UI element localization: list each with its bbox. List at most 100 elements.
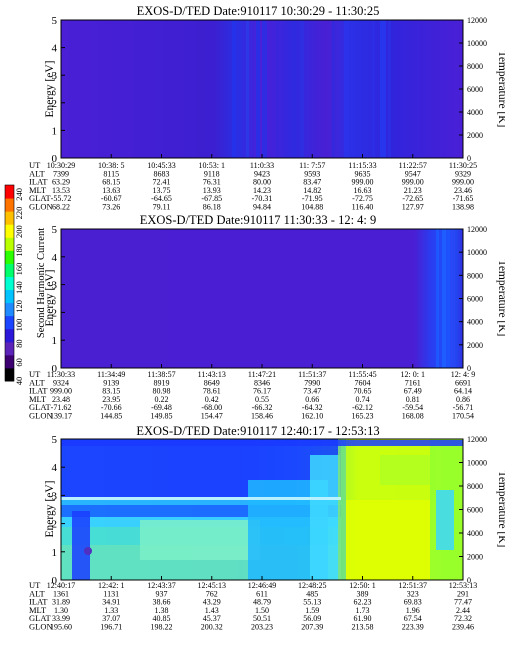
- left-tick-label: 2: [52, 519, 58, 531]
- colorbar-tick-label: 140: [14, 281, 24, 294]
- orbit-cell: 138.98: [452, 203, 474, 212]
- orbit-cell: 158.46: [251, 412, 273, 421]
- orbit-cell: 7161: [405, 378, 421, 387]
- left-tick-label: 0: [52, 363, 58, 375]
- colorbar-ticks: 40 60 80 100 120 140 160 180 200 220 240: [14, 188, 24, 385]
- orbit-cell: 1.59: [305, 606, 319, 615]
- left-tick-label: 2: [52, 307, 58, 319]
- streak: [332, 20, 335, 158]
- orbit-cell: 14.23: [253, 186, 271, 195]
- orbit-cell: -60.67: [101, 194, 122, 203]
- orbit-cell: 389: [357, 589, 369, 598]
- structure-block: [61, 497, 341, 505]
- orbit-cell: 611: [256, 589, 268, 598]
- orbit-cell: 78.61: [203, 387, 221, 396]
- orbit-cell: 68.15: [102, 178, 120, 187]
- orbit-cell: 45.37: [203, 614, 221, 623]
- orbit-row-label: GLAT: [29, 613, 52, 623]
- panel-3: EXOS-D/TED Date:910117 12:40:17 - 12:53:…: [29, 424, 505, 632]
- panel-2-title: EXOS-D/TED Date:910117 11:30:33 - 12: 4:…: [140, 213, 377, 227]
- orbit-cell: 9423: [254, 169, 270, 178]
- orbit-cell: 291: [457, 589, 469, 598]
- left-tick-label: 4: [52, 43, 58, 55]
- streak: [380, 20, 386, 158]
- orbit-cell: 9139: [103, 378, 119, 387]
- left-tick-label: 5: [52, 224, 58, 236]
- orbit-cell: 139.17: [50, 412, 72, 421]
- orbit-cell: 223.39: [402, 623, 424, 632]
- streak: [300, 20, 304, 158]
- orbit-cell: 76.17: [253, 387, 271, 396]
- orbit-cell: 8683: [154, 169, 170, 178]
- right-tick-label: 0: [467, 364, 471, 373]
- colorbar-swatch: [5, 211, 14, 225]
- orbit-cell: 11:30:25: [449, 161, 477, 170]
- panel-3-structures: [61, 439, 463, 580]
- colorbar-label: Second Harmonic Current: [36, 228, 47, 338]
- orbit-cell: 80.98: [153, 387, 171, 396]
- orbit-cell: 62.23: [354, 598, 372, 607]
- colorbar-tick-label: 120: [14, 300, 24, 313]
- orbit-cell: 1.50: [255, 606, 269, 615]
- right-tick-label: 10000: [467, 459, 487, 468]
- orbit-cell: 21.23: [404, 186, 422, 195]
- orbit-cell: 11: 7:57: [299, 161, 325, 170]
- orbit-cell: 11:43:13: [198, 370, 226, 379]
- colorbar-swatch: [5, 250, 14, 264]
- orbit-row-label: UT: [29, 369, 41, 379]
- orbit-cell: 104.88: [301, 203, 323, 212]
- colorbar-tick-label: 240: [14, 188, 24, 201]
- structure-spot: [84, 547, 92, 555]
- streak: [450, 229, 455, 368]
- orbit-row-label: ALT: [29, 168, 46, 178]
- colorbar-swatch: [5, 367, 14, 382]
- structure-line: [61, 497, 341, 500]
- orbit-cell: 61.90: [354, 614, 372, 623]
- orbit-cell: 0.74: [356, 395, 370, 404]
- orbit-row-label: GLAT: [29, 402, 52, 412]
- orbit-cell: 63.29: [52, 178, 70, 187]
- panel-1-right-axis: 0 2000 4000 6000 8000 10000 12000: [459, 16, 487, 163]
- orbit-cell: 11:34:49: [97, 370, 125, 379]
- right-tick-label: 12000: [467, 225, 487, 234]
- orbit-cell: 10:53: 1: [199, 161, 225, 170]
- panel-1-ylabel-right: Temperature [K]: [496, 51, 505, 128]
- orbit-cell: 1.96: [406, 606, 420, 615]
- orbit-cell: 0.22: [155, 395, 169, 404]
- orbit-cell: 0.81: [406, 395, 420, 404]
- orbit-cell: 12:46:49: [248, 581, 276, 590]
- colorbar-tick-label: 40: [14, 377, 24, 386]
- colorbar-frame: [4, 184, 15, 382]
- left-tick-label: 1: [52, 125, 58, 137]
- right-tick-label: 0: [467, 576, 471, 585]
- orbit-cell: 14.82: [303, 186, 321, 195]
- orbit-cell: -70.31: [252, 194, 273, 203]
- orbit-cell: 0.66: [305, 395, 319, 404]
- streak: [436, 229, 439, 368]
- colorbar-swatch: [5, 341, 14, 356]
- orbit-cell: 72.41: [153, 178, 171, 187]
- orbit-cell: 67.54: [404, 614, 422, 623]
- orbit-cell: 9593: [304, 169, 320, 178]
- orbit-cell: -67.85: [201, 194, 222, 203]
- orbit-row-label: ILAT: [29, 597, 48, 607]
- right-tick-label: 10000: [467, 248, 487, 257]
- panel-1-streaks: [232, 20, 391, 158]
- right-tick-label: 4000: [467, 318, 483, 327]
- left-tick-label: 4: [52, 462, 58, 474]
- orbit-cell: 50.51: [253, 614, 271, 623]
- structure-block: [346, 500, 436, 580]
- orbit-cell: 213.58: [352, 623, 374, 632]
- left-tick-label: 5: [52, 15, 58, 27]
- orbit-cell: 12:43:37: [147, 581, 175, 590]
- orbit-cell: 162.10: [301, 412, 323, 421]
- colorbar-swatch: [5, 315, 14, 330]
- orbit-cell: 64.14: [454, 387, 472, 396]
- orbit-cell: 6691: [455, 378, 471, 387]
- orbit-cell: -62.12: [352, 403, 373, 412]
- orbit-cell: 1.38: [155, 606, 169, 615]
- orbit-cell: 9324: [53, 378, 69, 387]
- colorbar-swatch: [5, 237, 14, 251]
- orbit-cell: -71.65: [453, 194, 474, 203]
- orbit-cell: 165.23: [352, 412, 374, 421]
